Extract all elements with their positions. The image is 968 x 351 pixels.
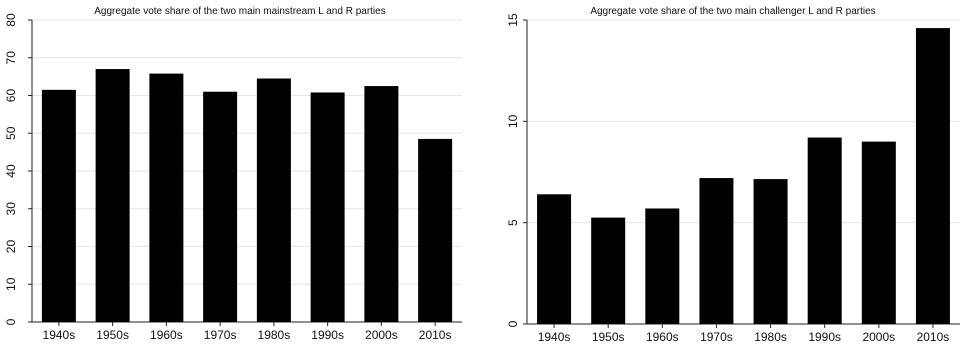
bar <box>418 138 453 322</box>
y-tick-label: 10 <box>506 114 520 128</box>
bar <box>95 69 130 322</box>
bar <box>364 86 399 322</box>
x-tick-label: 1950s <box>592 330 625 344</box>
chart-right: Aggregate vote share of the two main cha… <box>506 6 960 344</box>
chart-title: Aggregate vote share of the two main mai… <box>94 6 385 17</box>
x-tick-label: 1940s <box>538 330 571 344</box>
y-tick-label: 30 <box>4 202 18 216</box>
bar <box>645 208 680 324</box>
x-tick-label: 1970s <box>204 328 237 342</box>
y-tick-label: 0 <box>4 318 18 325</box>
x-tick-label: 1990s <box>808 330 841 344</box>
y-tick-label: 50 <box>4 126 18 140</box>
y-tick-label: 40 <box>4 164 18 178</box>
y-tick-label: 70 <box>4 51 18 65</box>
bar <box>537 194 572 324</box>
bar <box>256 78 291 322</box>
x-tick-label: 1970s <box>700 330 733 344</box>
x-tick-label: 2000s <box>862 330 895 344</box>
bar <box>203 91 238 322</box>
chart-left: Aggregate vote share of the two main mai… <box>4 6 462 342</box>
y-tick-label: 20 <box>4 240 18 254</box>
y-tick-label: 5 <box>506 219 520 226</box>
bar <box>753 179 788 324</box>
x-tick-label: 1960s <box>646 330 679 344</box>
x-tick-label: 2010s <box>917 330 950 344</box>
x-tick-label: 1990s <box>311 328 344 342</box>
x-tick-label: 1980s <box>258 328 291 342</box>
bar <box>699 178 734 324</box>
bar <box>310 92 345 322</box>
x-tick-label: 1940s <box>43 328 76 342</box>
bar <box>861 141 896 324</box>
y-tick-label: 80 <box>4 13 18 27</box>
bar <box>915 28 950 325</box>
y-tick-label: 15 <box>506 13 520 27</box>
bar <box>149 73 184 322</box>
x-tick-label: 2010s <box>419 328 452 342</box>
y-tick-label: 10 <box>4 277 18 291</box>
y-tick-label: 0 <box>506 320 520 327</box>
bar <box>591 217 626 324</box>
x-tick-label: 1950s <box>96 328 129 342</box>
chart-title: Aggregate vote share of the two main cha… <box>590 6 875 17</box>
x-tick-label: 2000s <box>365 328 398 342</box>
x-tick-label: 1980s <box>754 330 787 344</box>
bar <box>41 89 76 323</box>
y-tick-label: 60 <box>4 89 18 103</box>
bar <box>807 137 842 324</box>
x-tick-label: 1960s <box>150 328 183 342</box>
